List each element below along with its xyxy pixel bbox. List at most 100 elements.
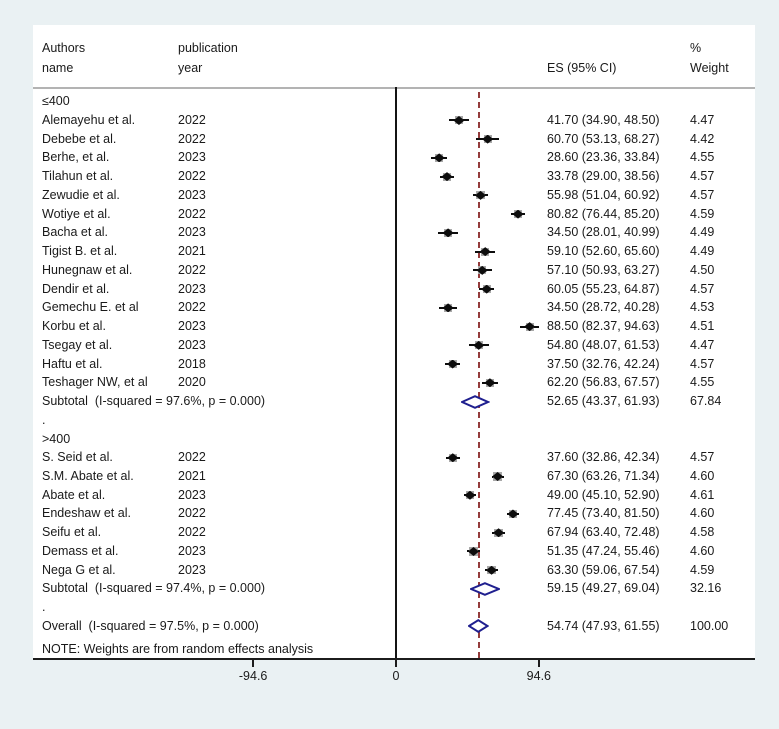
point-estimate-marker bbox=[479, 247, 491, 257]
col-header-weight-line2: Weight bbox=[690, 61, 729, 75]
study-year: 2023 bbox=[178, 487, 206, 502]
subtotal-label: Subtotal (I-squared = 97.4%, p = 0.000) bbox=[42, 581, 266, 596]
weight-value: 4.60 bbox=[690, 543, 715, 558]
es-ci-value: 34.50 (28.01, 40.99) bbox=[547, 225, 660, 240]
header-separator bbox=[33, 87, 755, 89]
forest-row: Subtotal (I-squared = 97.4%, p = 0.000) 5… bbox=[33, 579, 755, 598]
col-header-authors-line1: Authors bbox=[42, 41, 86, 55]
weight-value: 32.16 bbox=[690, 581, 722, 596]
es-ci-value: 60.70 (53.13, 68.27) bbox=[547, 131, 660, 146]
es-ci-value: 55.98 (51.04, 60.92) bbox=[547, 187, 660, 202]
forest-row: Bacha et al. 2023 34.50 (28.01, 40.99) 4.49 bbox=[33, 223, 755, 242]
point-estimate-marker bbox=[442, 228, 454, 238]
es-ci-value: 54.80 (48.07, 61.53) bbox=[547, 337, 660, 352]
es-ci-value: 67.30 (63.26, 71.34) bbox=[547, 469, 660, 483]
col-header-weight-line1: % bbox=[690, 41, 702, 55]
axis-tick bbox=[537, 660, 540, 667]
study-name: Bacha et al. bbox=[42, 225, 109, 240]
forest-row: Haftu et al. 2018 37.50 (32.76, 42.24) 4.57 bbox=[33, 355, 755, 374]
axis-tick-label: -94.6 bbox=[238, 669, 268, 683]
forest-row: . bbox=[33, 598, 755, 617]
point-estimate-marker bbox=[441, 172, 453, 182]
weight-value: 4.57 bbox=[690, 187, 715, 202]
axis-tick-label: 94.6 bbox=[526, 669, 552, 683]
point-estimate-marker bbox=[484, 378, 496, 388]
point-estimate-marker bbox=[447, 453, 459, 463]
weight-value: 4.53 bbox=[690, 300, 715, 315]
spacer-dot: . bbox=[42, 600, 46, 615]
zero-axis-line bbox=[395, 87, 397, 658]
weight-value: 4.42 bbox=[690, 131, 715, 146]
study-name: Zewudie et al. bbox=[42, 187, 120, 202]
weight-value: 4.57 bbox=[690, 356, 715, 371]
forest-row: S.M. Abate et al. 2021 67.30 (63.26, 71.34… bbox=[33, 467, 755, 486]
es-ci-value: 28.60 (23.36, 33.84) bbox=[547, 150, 660, 165]
forest-row: Korbu et al. 2023 88.50 (82.37, 94.63) 4.51 bbox=[33, 317, 755, 336]
es-ci-value: 37.60 (32.86, 42.34) bbox=[547, 450, 660, 465]
point-estimate-marker bbox=[482, 134, 494, 144]
axis-tick bbox=[395, 660, 397, 667]
study-year: 2022 bbox=[178, 262, 206, 277]
point-estimate-marker bbox=[507, 509, 519, 519]
forest-row: ≤400 bbox=[33, 92, 755, 111]
study-name: Debebe et al. bbox=[42, 131, 117, 146]
es-ci-value: 37.50 (32.76, 42.24) bbox=[547, 356, 660, 371]
es-ci-value: 41.70 (34.90, 48.50) bbox=[547, 112, 660, 127]
weight-value: 4.59 bbox=[690, 206, 715, 221]
es-ci-value: 34.50 (28.72, 40.28) bbox=[547, 300, 660, 315]
weight-value: 4.47 bbox=[690, 337, 715, 352]
forest-row: Subtotal (I-squared = 97.6%, p = 0.000) 5… bbox=[33, 392, 755, 411]
weight-value: 4.55 bbox=[690, 150, 715, 165]
weight-value: 4.47 bbox=[690, 112, 715, 127]
weight-value: 4.50 bbox=[690, 262, 715, 277]
study-name: Seifu et al. bbox=[42, 525, 102, 540]
study-name: S. Seid et al. bbox=[42, 450, 113, 465]
study-year: 2022 bbox=[178, 206, 206, 221]
weight-value: 4.57 bbox=[690, 281, 715, 296]
es-ci-value: 67.94 (63.40, 72.48) bbox=[547, 525, 660, 540]
forest-row: Debebe et al. 2022 60.70 (53.13, 68.27) 4.4… bbox=[33, 130, 755, 149]
study-year: 2022 bbox=[178, 450, 206, 465]
study-year: 2022 bbox=[178, 300, 206, 315]
es-ci-value: 77.45 (73.40, 81.50) bbox=[547, 506, 660, 521]
es-ci-value: 59.10 (52.60, 65.60) bbox=[547, 244, 660, 259]
point-estimate-marker bbox=[453, 115, 465, 125]
es-ci-value: 52.65 (43.37, 61.93) bbox=[547, 394, 660, 409]
es-ci-value: 80.82 (76.44, 85.20) bbox=[547, 206, 660, 221]
group-label: >400 bbox=[42, 431, 71, 446]
forest-row: Seifu et al. 2022 67.94 (63.40, 72.48) 4.58 bbox=[33, 523, 755, 542]
study-year: 2023 bbox=[178, 150, 206, 165]
study-name: Tigist B. et al. bbox=[42, 244, 118, 259]
study-year: 2022 bbox=[178, 525, 206, 540]
study-year: 2018 bbox=[178, 356, 206, 371]
overall-diamond bbox=[468, 619, 489, 634]
weight-value: 4.49 bbox=[690, 225, 715, 240]
weight-value: 4.57 bbox=[690, 169, 715, 184]
point-estimate-marker bbox=[493, 528, 505, 538]
point-estimate-marker bbox=[512, 209, 524, 219]
point-estimate-marker bbox=[476, 265, 488, 275]
study-name: Alemayehu et al. bbox=[42, 112, 136, 127]
point-estimate-marker bbox=[433, 153, 445, 163]
es-ci-value: 88.50 (82.37, 94.63) bbox=[547, 319, 660, 334]
es-ci-value: 62.20 (56.83, 67.57) bbox=[547, 375, 660, 390]
note-text: NOTE: Weights are from random effects an… bbox=[42, 642, 314, 656]
study-name: S.M. Abate et al. bbox=[42, 469, 134, 483]
forest-row: Teshager NW, et al 2020 62.20 (56.83, 67.5… bbox=[33, 373, 755, 392]
es-ci-value: 60.05 (55.23, 64.87) bbox=[547, 281, 660, 296]
point-estimate-marker bbox=[442, 303, 454, 313]
forest-row: . bbox=[33, 411, 755, 430]
weight-value: 4.60 bbox=[690, 469, 715, 483]
weight-value: 4.51 bbox=[690, 319, 715, 334]
weight-value: 4.59 bbox=[690, 562, 715, 577]
study-name: Haftu et al. bbox=[42, 356, 103, 371]
weight-value: 4.55 bbox=[690, 375, 715, 390]
forest-row: Nega G et al. 2023 63.30 (59.06, 67.54) 4.5… bbox=[33, 561, 755, 580]
forest-row: Tilahun et al. 2022 33.78 (29.00, 38.56) 4.… bbox=[33, 167, 755, 186]
col-header-year-line2: year bbox=[178, 61, 203, 75]
es-ci-value: 33.78 (29.00, 38.56) bbox=[547, 169, 660, 184]
forest-row: S. Seid et al. 2022 37.60 (32.86, 42.34) 4.… bbox=[33, 448, 755, 467]
forest-row: Wotiye et al. 2022 80.82 (76.44, 85.20) 4.5… bbox=[33, 205, 755, 224]
study-name: Berhe, et al. bbox=[42, 150, 110, 165]
